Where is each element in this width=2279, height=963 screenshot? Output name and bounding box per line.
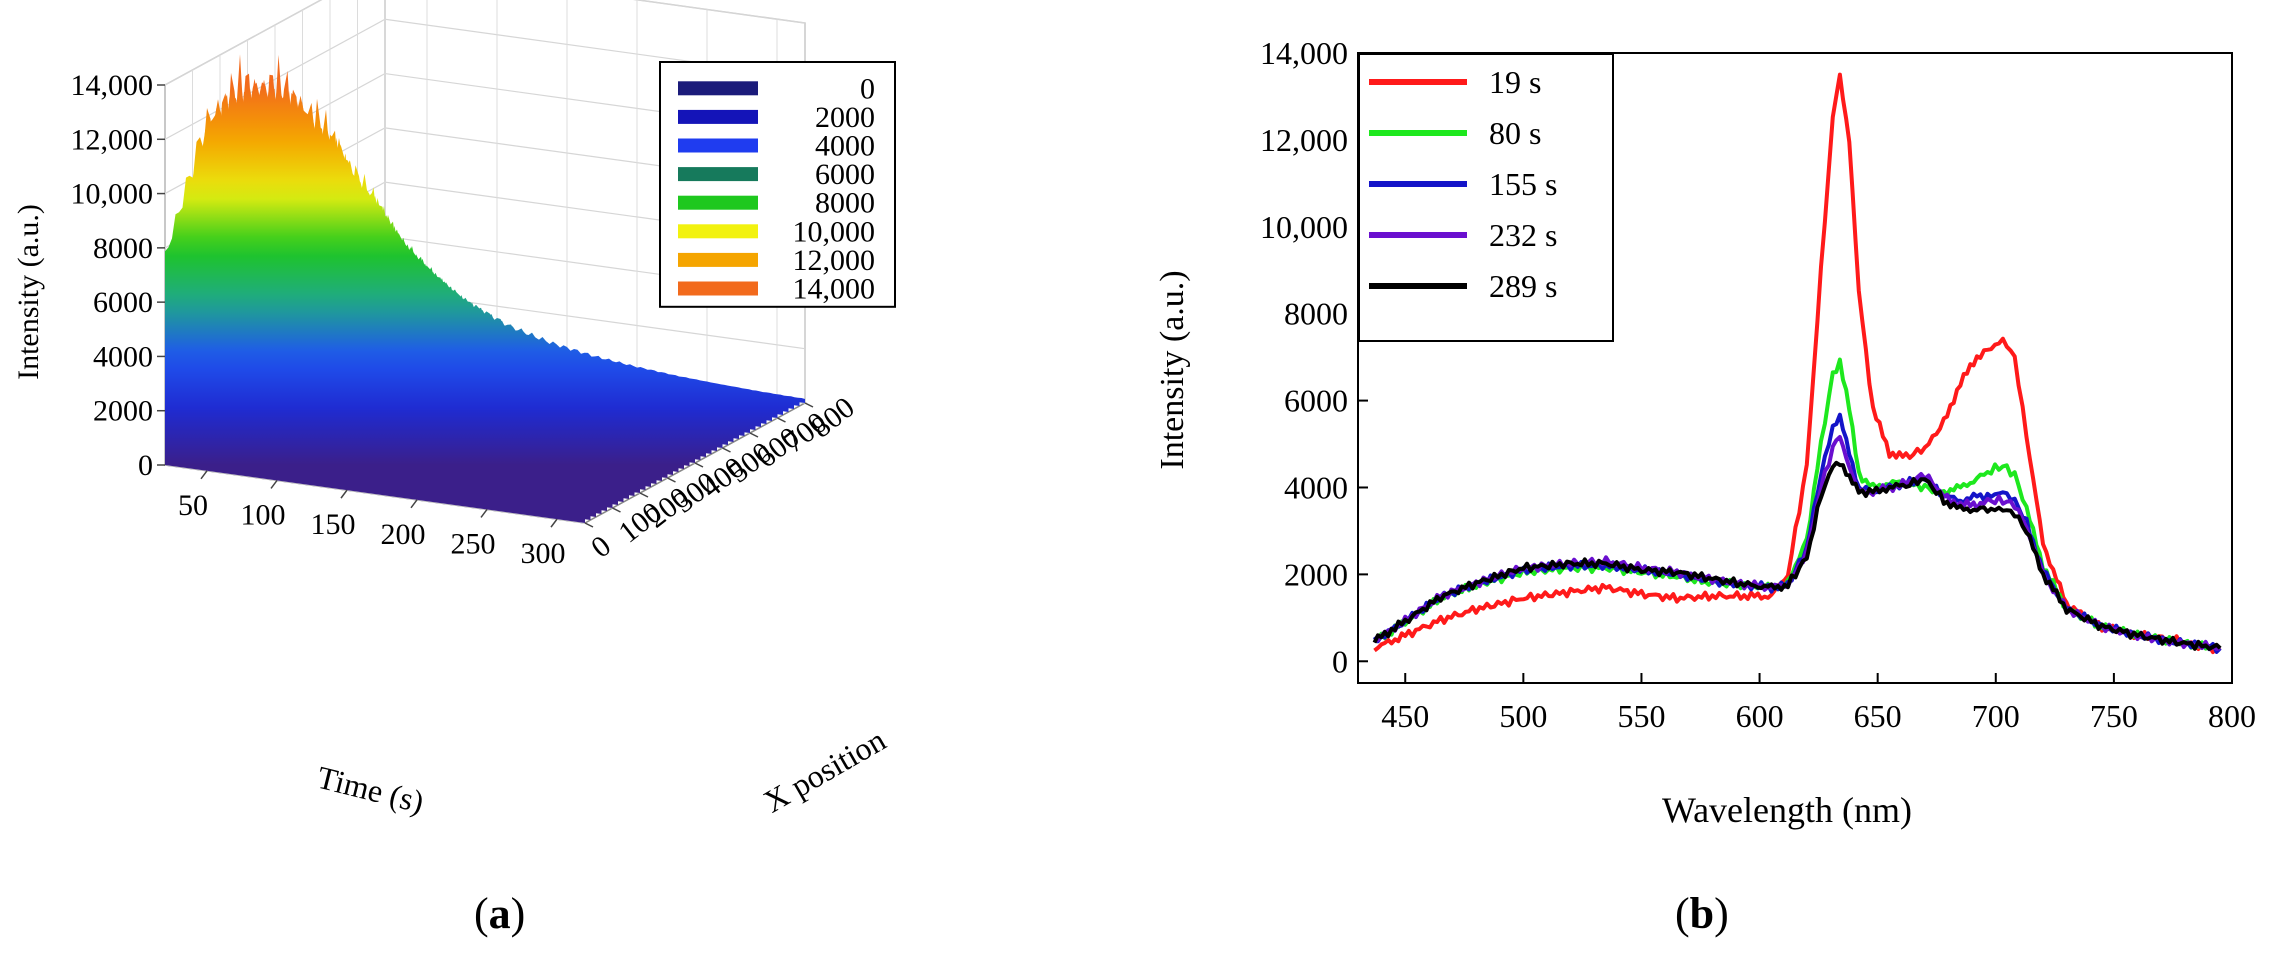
z-gridline <box>164 0 806 86</box>
y-tick-label: 14,000 <box>1260 35 1348 71</box>
x-tick-label: 800 <box>2208 698 2256 734</box>
z-tick-label: 4000 <box>93 340 153 373</box>
z-tick-label: 2000 <box>93 395 153 428</box>
x-tick-label: 600 <box>1736 698 1784 734</box>
xpos-tick-mark <box>639 492 649 498</box>
time-tick-mark <box>550 518 558 528</box>
legend-swatch <box>678 252 758 267</box>
y-tick-label: 6000 <box>1284 383 1348 419</box>
time-tick-label: 50 <box>178 489 208 522</box>
legend-swatch <box>678 109 758 124</box>
panel-a-xposition-axis-label: X position <box>757 721 891 819</box>
legend-swatch <box>678 281 758 296</box>
legend-label: 19 s <box>1489 64 1541 100</box>
time-tick-mark <box>200 470 208 480</box>
panel-a-z-ticks: 0 2000 4000 6000 8000 10,000 12,000 14,000 <box>71 69 165 482</box>
legend-label: 14,000 <box>793 273 876 306</box>
legend-label: 232 s <box>1489 217 1557 253</box>
time-tick-mark <box>480 509 488 518</box>
legend-swatch <box>678 81 758 96</box>
legend-label: 0 <box>860 72 875 105</box>
time-tick-label: 100 <box>241 498 286 531</box>
z-tick-label: 12,000 <box>71 123 154 156</box>
xpos-tick-mark <box>722 447 731 453</box>
x-tick-label: 500 <box>1499 698 1547 734</box>
panel-a-surface <box>165 54 805 523</box>
xpos-tick-mark <box>749 432 759 438</box>
panel-b-y-axis-label: Intensity (a.u.) <box>1154 270 1191 469</box>
time-tick-mark <box>340 489 348 499</box>
z-tick-label: 8000 <box>93 232 153 265</box>
panel-a-caption: (a) <box>474 889 526 938</box>
time-tick-label: 150 <box>311 508 356 541</box>
legend-label: 4000 <box>815 130 875 163</box>
time-tick-label: 300 <box>521 537 566 570</box>
legend-label: 80 s <box>1489 115 1541 151</box>
surface-slice <box>165 108 585 523</box>
legend-swatch <box>678 195 758 210</box>
legend-label: 2000 <box>815 101 875 134</box>
series-line-155s <box>1372 412 2222 654</box>
legend-box <box>1358 53 1614 342</box>
legend-label: 8000 <box>815 187 875 220</box>
z-tick-label: 14,000 <box>71 69 154 102</box>
legend-label: 155 s <box>1489 166 1557 202</box>
time-tick-mark <box>270 480 278 489</box>
y-tick-label: 10,000 <box>1260 209 1348 245</box>
legend-label: 289 s <box>1489 268 1557 304</box>
xpos-tick-mark <box>584 522 594 528</box>
x-tick-label: 650 <box>1854 698 1902 734</box>
panel-b-x-axis-label: Wavelength (nm) <box>1662 790 1912 830</box>
legend-label: 10,000 <box>793 215 876 248</box>
panel-b-spectra-line-chart: 0 2000 4000 6000 8000 10,000 12,000 14,000 450 5… <box>1154 35 2256 830</box>
legend-label: 6000 <box>815 158 875 191</box>
panel-b-x-ticks: 450 500 550 600 650 700 750 800 <box>1381 673 2256 734</box>
x-tick-label: 750 <box>2090 698 2138 734</box>
panel-a-caption-letter: a <box>488 889 511 938</box>
x-tick-label: 550 <box>1617 698 1665 734</box>
legend-swatch <box>678 224 758 239</box>
xpos-tick-mark <box>694 462 704 468</box>
panel-b-legend: 19 s 80 s 155 s 232 s 289 s <box>1358 53 1614 342</box>
z-tick-label: 6000 <box>93 286 153 319</box>
z-tick-label: 10,000 <box>71 178 154 211</box>
panel-b-caption: (b) <box>1675 889 1729 938</box>
legend-swatch <box>678 167 758 182</box>
legend-swatch <box>678 138 758 153</box>
legend-label: 12,000 <box>793 244 876 277</box>
y-tick-label: 0 <box>1332 643 1348 679</box>
xpos-tick-mark <box>667 477 676 483</box>
panel-a-time-ticks: 50 100 150 200 250 300 <box>178 470 566 570</box>
series-line-289s <box>1372 460 2222 651</box>
time-tick-label: 200 <box>381 518 426 551</box>
x-tick-label: 700 <box>1972 698 2020 734</box>
y-tick-label: 8000 <box>1284 296 1348 332</box>
panel-b-series-lines <box>1372 72 2222 655</box>
panel-b-y-ticks: 0 2000 4000 6000 8000 10,000 12,000 14,000 <box>1260 35 1368 679</box>
x-tick-label: 450 <box>1381 698 1429 734</box>
panel-b-plot-frame <box>1357 52 2233 684</box>
time-tick-label: 250 <box>451 527 496 560</box>
xpos-tick-label: 0 <box>585 529 617 564</box>
panel-a-time-axis-label: Time (s) <box>314 759 428 820</box>
xpos-tick-mark <box>612 507 621 513</box>
time-tick-mark <box>410 499 418 509</box>
y-tick-label: 12,000 <box>1260 122 1348 158</box>
xpos-tick-mark <box>804 402 814 408</box>
y-tick-label: 4000 <box>1284 469 1348 505</box>
z-tick-label: 0 <box>138 449 153 482</box>
panel-b-caption-letter: b <box>1689 889 1715 938</box>
panel-a-intensity-axis-label: Intensity (a.u.) <box>12 204 45 380</box>
xpos-tick-mark <box>777 417 786 423</box>
y-tick-label: 2000 <box>1284 556 1348 592</box>
